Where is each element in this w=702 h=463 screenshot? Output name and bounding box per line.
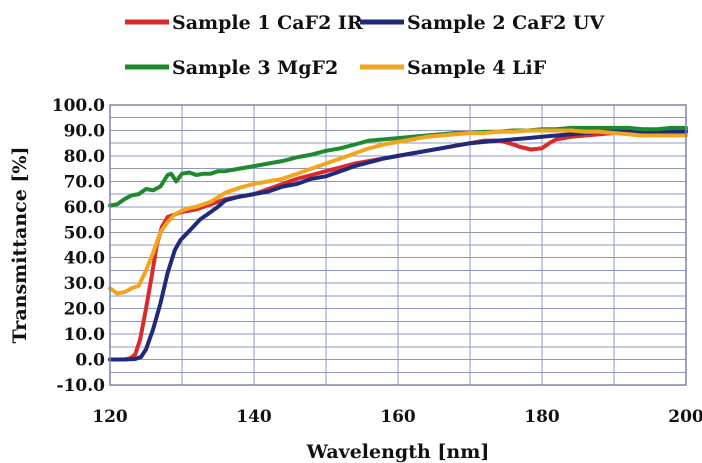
legend-item-sample-3-mgf2: Sample 3 MgF2 xyxy=(125,57,338,79)
y-tick-label: 0.0 xyxy=(75,351,105,371)
axes: -10.0 0.0 10.0 20.0 30.0 40.0 50.0 60.0 70.0 80.0… xyxy=(52,96,702,427)
y-tick-label: 60.0 xyxy=(64,198,106,218)
y-axis-label: Transmittance [%] xyxy=(9,147,31,344)
x-tick-label: 160 xyxy=(380,407,416,427)
y-tick-label: 40.0 xyxy=(64,249,106,269)
y-tick-label: 100.0 xyxy=(52,96,105,116)
y-tick-label: 10.0 xyxy=(64,325,106,345)
series-line-sample-2-caf2-uv xyxy=(108,128,688,362)
legend-label: Sample 3 MgF2 xyxy=(172,57,338,79)
legend-label: Sample 2 CaF2 UV xyxy=(407,12,606,34)
legend-label: Sample 4 LiF xyxy=(407,57,547,79)
x-tick-label: 200 xyxy=(668,407,702,427)
series-line-sample-3-mgf2 xyxy=(108,125,688,208)
y-tick-label: 80.0 xyxy=(64,147,106,167)
legend-label: Sample 1 CaF2 IR xyxy=(172,12,363,34)
y-tick-label: 50.0 xyxy=(64,223,106,243)
legend-item-sample-1-caf2-ir: Sample 1 CaF2 IR xyxy=(125,12,363,34)
y-tick-label: 70.0 xyxy=(64,172,106,192)
legend-item-sample-2-caf2-uv: Sample 2 CaF2 UV xyxy=(360,12,606,34)
legend: Sample 1 CaF2 IR Sample 2 CaF2 UV Sample 3… xyxy=(125,12,606,79)
x-tick-label: 120 xyxy=(92,407,128,427)
data-series xyxy=(108,125,688,362)
y-tick-label: 30.0 xyxy=(64,274,106,294)
y-tick-label: 90.0 xyxy=(64,121,106,141)
x-tick-label: 140 xyxy=(236,407,272,427)
x-axis-label: Wavelength [nm] xyxy=(306,441,490,463)
legend-item-sample-4-lif: Sample 4 LiF xyxy=(360,57,547,79)
plot-frame xyxy=(109,104,687,386)
series-line-sample-4-lif xyxy=(108,128,688,296)
y-tick-label: 20.0 xyxy=(64,300,106,320)
grid xyxy=(109,104,687,386)
y-tick-label: -10.0 xyxy=(57,376,106,396)
x-tick-label: 180 xyxy=(524,407,560,427)
